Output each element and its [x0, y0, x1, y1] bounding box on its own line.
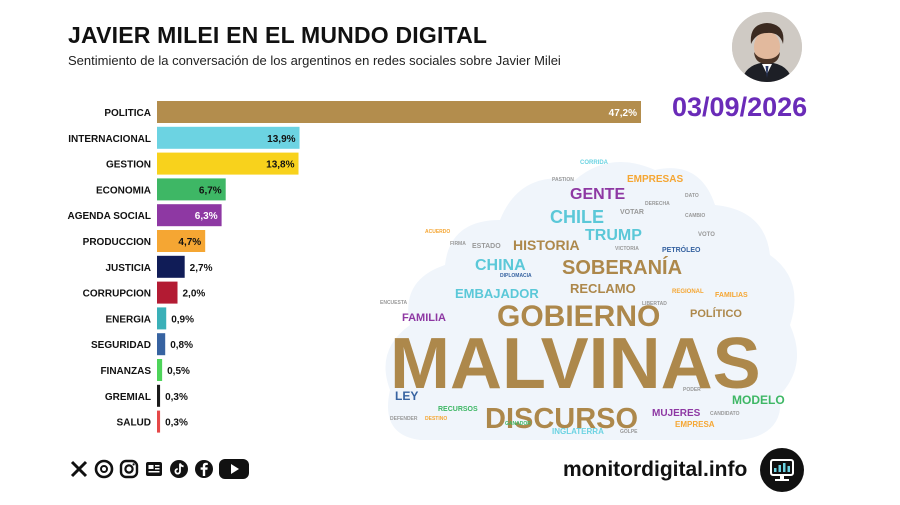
bar	[157, 230, 206, 252]
bar	[157, 410, 161, 433]
cloud-word: FAMILIAS	[715, 292, 748, 299]
value-label: 4,7%	[178, 237, 201, 248]
cloud-word: GANADOR	[505, 421, 531, 427]
category-label: PRODUCCION	[83, 237, 151, 248]
cloud-word: EMBAJADOR	[455, 286, 539, 301]
cloud-word: ENCUESTA	[380, 300, 408, 306]
cloud-word: LIBERTAD	[642, 301, 667, 307]
cloud-word: DERECHA	[645, 201, 670, 207]
bar	[157, 204, 222, 227]
cloud-word: CANDIDATO	[710, 411, 740, 417]
category-label: POLITICA	[104, 108, 151, 119]
cloud-word: CAMBIO	[685, 213, 706, 219]
category-label: CORRUPCION	[83, 289, 151, 300]
value-label: 13,9%	[267, 134, 295, 145]
value-label: 0,3%	[165, 418, 188, 429]
bar	[157, 359, 163, 381]
cloud-word: MODELO	[732, 393, 785, 407]
value-label: 2,7%	[190, 263, 213, 274]
cloud-word: CORRIDA	[580, 160, 608, 166]
cloud-word: VOTO	[698, 232, 715, 238]
cloud-word: MUJERES	[652, 408, 701, 419]
value-label: 0,8%	[170, 340, 193, 351]
cloud-word: FIRMA	[450, 241, 466, 247]
cloud-word: SOBERANÍA	[562, 257, 683, 279]
category-label: GREMIAL	[105, 392, 151, 403]
value-label: 0,5%	[167, 366, 190, 377]
cloud-word: DIPLOMACIA	[500, 273, 532, 279]
monitor-icon	[760, 448, 804, 492]
cloud-word: MALVINAS	[390, 324, 761, 404]
instagram-icon[interactable]	[118, 458, 139, 479]
value-label: 6,3%	[195, 211, 218, 222]
bar	[157, 307, 167, 330]
cloud-word: CHILE	[550, 207, 604, 227]
social-links	[68, 458, 250, 479]
cloud-word: RECURSOS	[438, 406, 478, 413]
value-label: 6,7%	[199, 185, 222, 196]
report-date: 03/09/2026	[672, 92, 808, 122]
news-icon[interactable]	[143, 458, 164, 479]
value-label: 0,9%	[171, 314, 194, 325]
cloud-word: ACUERDO	[425, 229, 451, 235]
category-label: ECONOMIA	[96, 185, 151, 196]
bar	[157, 126, 300, 149]
cloud-word: CHINA	[475, 257, 526, 274]
bar-chart: POLITICA 47,2% INTERNACIONAL 13,9% GESTION 13…	[67, 101, 641, 433]
cloud-word: EMPRESA	[675, 420, 715, 429]
cloud-word: VICTORIA	[615, 246, 639, 252]
site-url[interactable]: monitordigital.info	[563, 458, 748, 481]
bar	[157, 333, 166, 356]
cloud-word: ESTADO	[472, 243, 501, 250]
cloud-word: REGIONAL	[672, 289, 704, 295]
cloud-word: LEY	[395, 389, 419, 403]
avatar	[732, 12, 802, 82]
cloud-word: HISTORIA	[513, 237, 580, 253]
cloud-word: PASTION	[552, 177, 574, 183]
cloud-word: INGLATERRA	[552, 427, 604, 436]
category-label: AGENDA SOCIAL	[67, 211, 151, 222]
cloud-word: TRUMP	[585, 227, 642, 244]
cloud-word: GENTE	[570, 186, 626, 203]
page-title: JAVIER MILEI EN EL MUNDO DIGITAL	[68, 22, 488, 48]
bar	[157, 281, 178, 304]
category-label: JUSTICIA	[105, 263, 151, 274]
value-label: 2,0%	[183, 289, 206, 300]
cloud-word: EMPRESAS	[627, 174, 684, 185]
bar	[157, 178, 226, 201]
cloud-word: PODER	[683, 387, 701, 393]
bar	[157, 384, 161, 407]
category-label: INTERNACIONAL	[68, 134, 151, 145]
cloud-word: VOTAR	[620, 209, 644, 216]
category-label: SALUD	[117, 418, 151, 429]
threads-icon[interactable]	[93, 458, 114, 479]
value-label: 13,8%	[266, 160, 294, 171]
value-label: 0,3%	[165, 392, 188, 403]
cloud-word: DEFENDER	[390, 416, 418, 422]
x-icon[interactable]	[68, 458, 89, 479]
bar	[157, 255, 185, 278]
word-cloud: MALVINAS GOBIERNO DISCURSO SOBERANÍA CHILE GE…	[380, 150, 800, 445]
cloud-word: GOBIERNO	[497, 300, 661, 333]
youtube-icon[interactable]	[218, 458, 250, 479]
bar	[157, 152, 299, 175]
cloud-word: DISCURSO	[485, 403, 639, 435]
category-label: FINANZAS	[100, 366, 151, 377]
tiktok-icon[interactable]	[168, 458, 189, 479]
cloud-shape	[385, 162, 798, 440]
bar	[157, 101, 641, 123]
category-label: GESTION	[106, 160, 151, 171]
cloud-word: DESTINO	[425, 416, 448, 422]
cloud-word: GOLPE	[620, 429, 638, 435]
cloud-word: PETRÓLEO	[662, 247, 701, 254]
cloud-word: DATO	[685, 193, 699, 199]
category-label: SEGURIDAD	[91, 340, 151, 351]
page-subtitle: Sentimiento de la conversación de los ar…	[68, 53, 561, 68]
cloud-word: FAMILIA	[402, 312, 446, 324]
value-label: 47,2%	[609, 108, 637, 119]
cloud-word: POLÍTICO	[690, 308, 742, 320]
facebook-icon[interactable]	[193, 458, 214, 479]
cloud-word: RECLAMO	[570, 281, 636, 296]
category-label: ENERGIA	[105, 314, 151, 325]
